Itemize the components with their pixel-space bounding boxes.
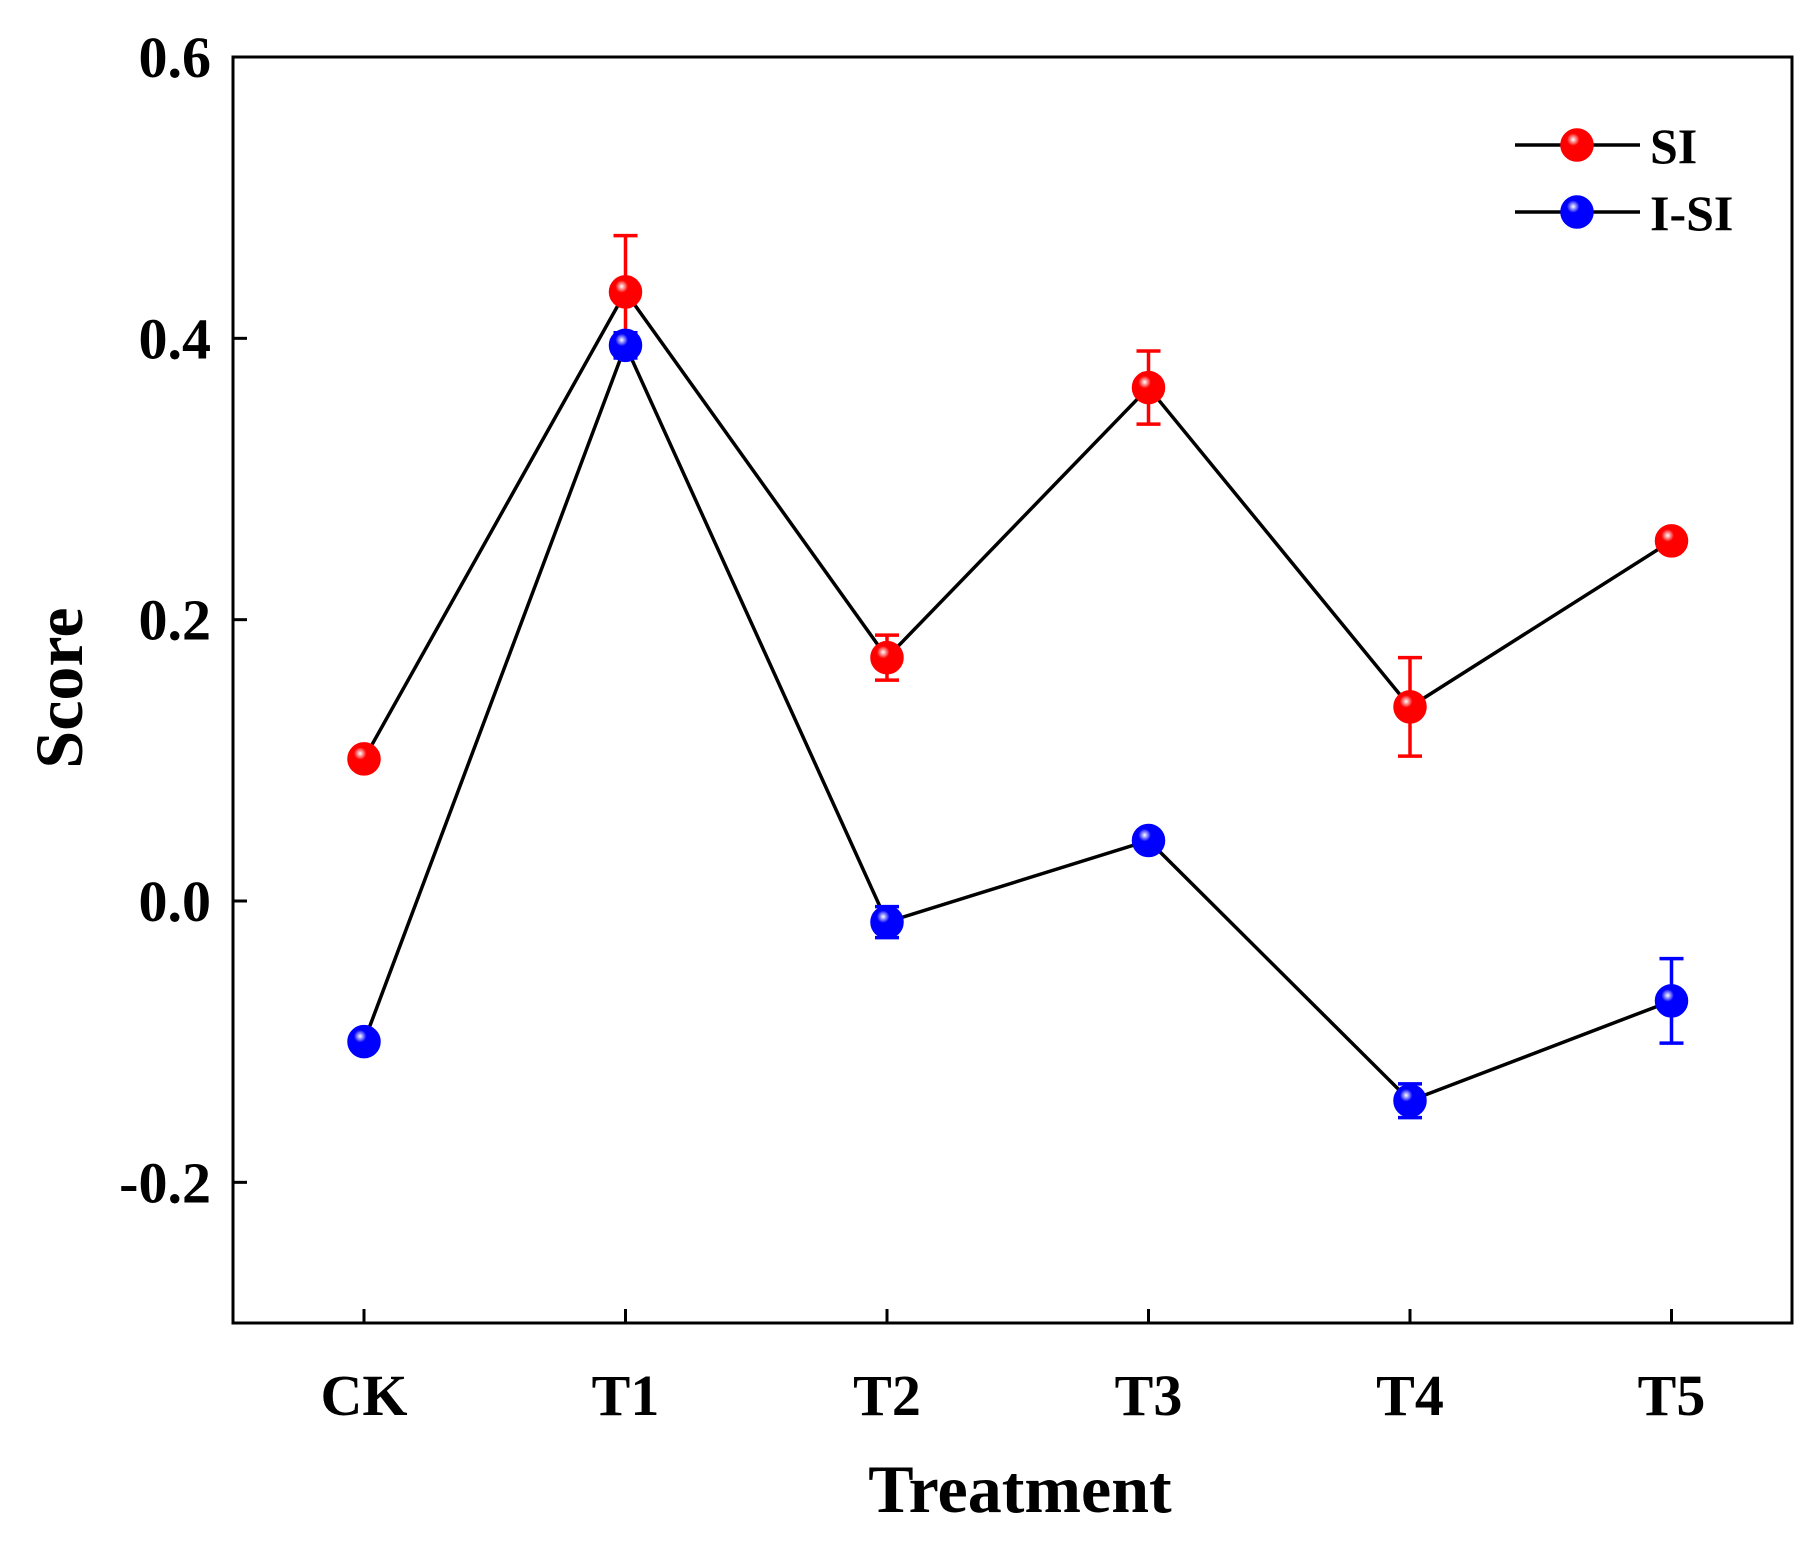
- legend-item-si: SI: [1515, 118, 1697, 174]
- legend: SI I-SI: [1515, 118, 1733, 241]
- series-group: [347, 233, 1689, 1120]
- data-point: [870, 905, 904, 939]
- series-si: [347, 233, 1689, 776]
- y-tick-label: -0.2: [119, 1150, 211, 1215]
- y-axis-title: Score: [21, 607, 97, 768]
- legend-marker: [1560, 128, 1594, 162]
- series-i-si: [347, 328, 1689, 1120]
- x-axis-title: Treatment: [868, 1451, 1172, 1527]
- legend-label: SI: [1650, 118, 1697, 174]
- data-point: [347, 742, 381, 776]
- y-tick-label: 0.2: [139, 588, 212, 653]
- data-point: [1654, 984, 1689, 1018]
- data-point: [1393, 690, 1427, 724]
- legend-item-i-si: I-SI: [1515, 185, 1733, 241]
- data-point: [870, 640, 904, 675]
- x-tick-label: T1: [592, 1363, 660, 1428]
- data-point: [608, 328, 643, 363]
- data-point: [1654, 524, 1689, 558]
- legend-label: I-SI: [1650, 185, 1733, 241]
- data-point: [1393, 1083, 1427, 1118]
- data-point: [608, 275, 643, 309]
- data-point: [347, 1024, 381, 1059]
- x-tick-label: T2: [853, 1363, 921, 1428]
- plot-frame: [231, 55, 1794, 1325]
- series-line: [362, 288, 1673, 760]
- data-point: [1131, 370, 1166, 405]
- x-tick-label: T3: [1115, 1363, 1183, 1428]
- y-tick-label: 0.6: [139, 25, 212, 90]
- x-tick-label: CK: [321, 1363, 408, 1428]
- x-tick-label: T5: [1638, 1363, 1706, 1428]
- data-point: [1131, 823, 1166, 858]
- y-tick-label: 0.4: [139, 306, 212, 371]
- series-line: [362, 340, 1673, 1103]
- legend-marker: [1560, 195, 1594, 229]
- y-tick-label: 0.0: [139, 869, 212, 934]
- x-tick-label: T4: [1376, 1363, 1444, 1428]
- axes: -0.2 0.0 0.2 0.4 0.6 CK T1 T2 T3 T4 T5: [119, 25, 1794, 1428]
